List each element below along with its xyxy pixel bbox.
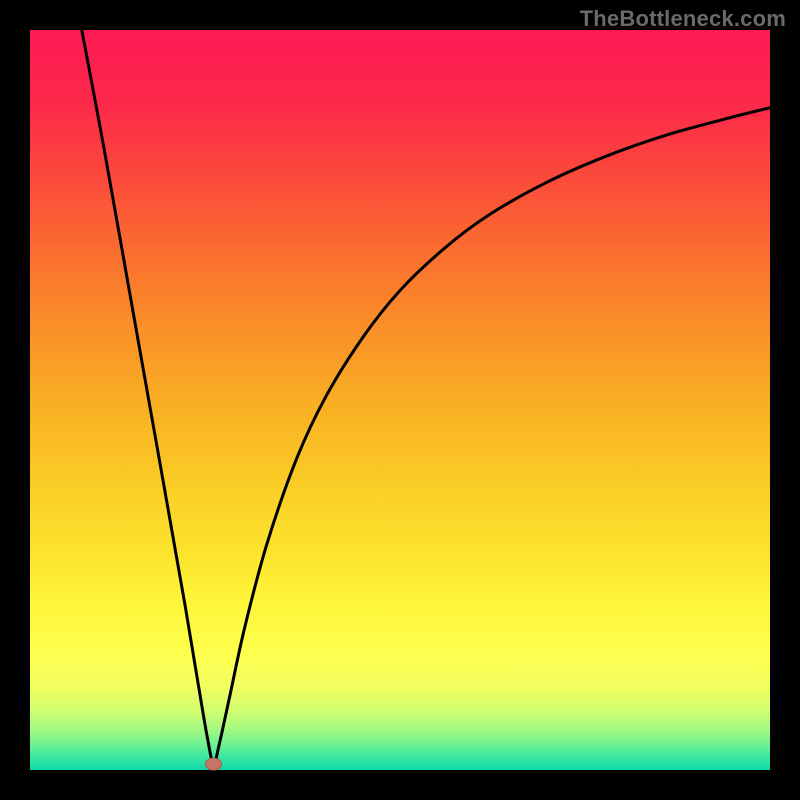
watermark-text: TheBottleneck.com	[580, 6, 786, 32]
chart-plot-area	[30, 30, 770, 770]
bottleneck-chart	[0, 0, 800, 800]
minimum-marker	[206, 758, 222, 770]
chart-frame: TheBottleneck.com	[0, 0, 800, 800]
